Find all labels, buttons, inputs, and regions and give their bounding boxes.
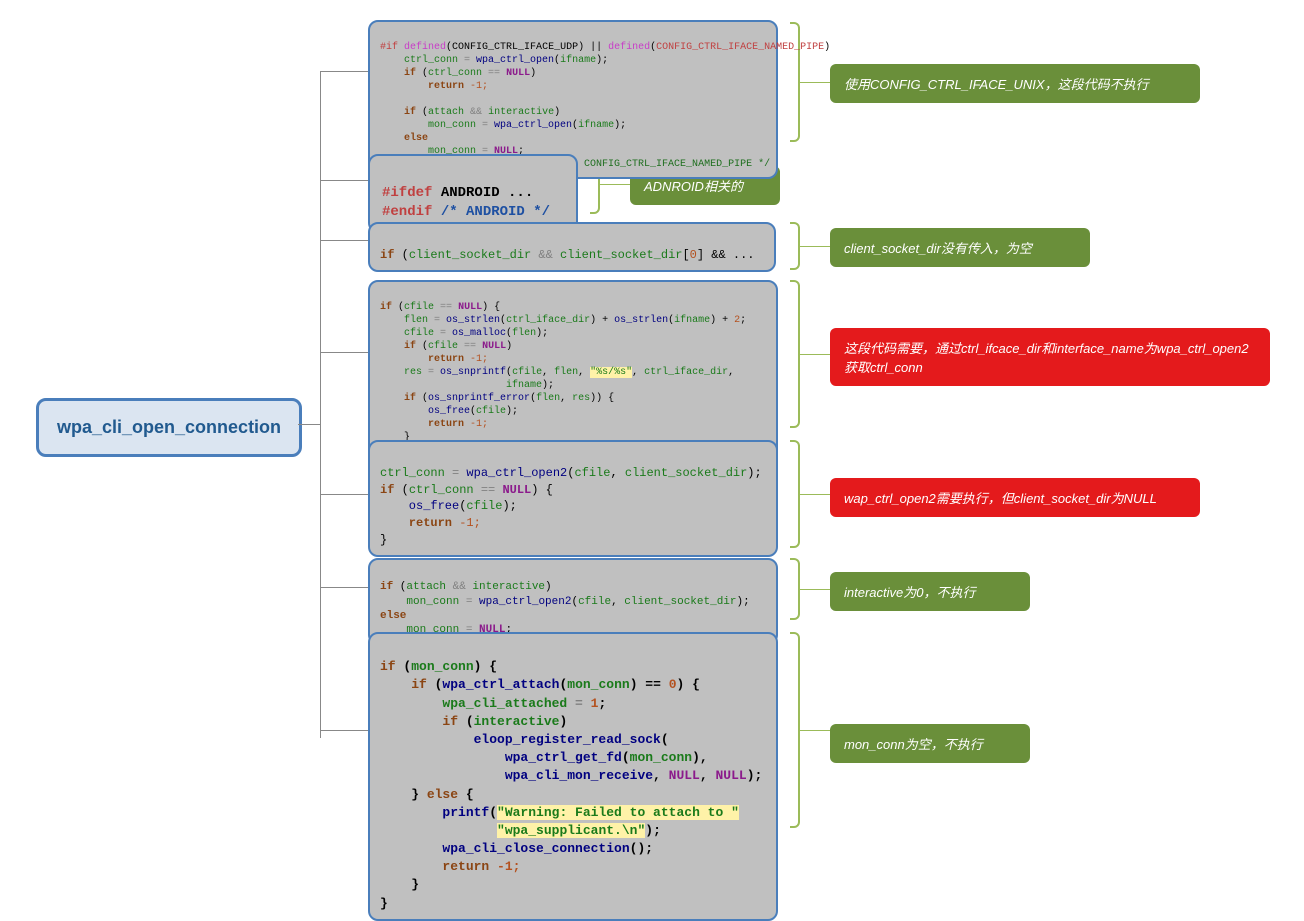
code-box-7: if (mon_conn) { if (wpa_ctrl_attach(mon_… xyxy=(368,632,778,921)
annotation-4: wap_ctrl_open2需要执行，但client_socket_dir为NU… xyxy=(830,478,1200,517)
connector-annot-4 xyxy=(800,494,830,495)
bracket-0 xyxy=(790,22,800,142)
code-box-3: if (client_socket_dir && client_socket_d… xyxy=(368,222,776,272)
bracket-5 xyxy=(790,558,800,620)
connector-trunk xyxy=(320,72,321,738)
connector-annot-3 xyxy=(800,354,830,355)
bracket-2 xyxy=(790,222,800,270)
connector-root xyxy=(298,424,320,425)
bracket-3 xyxy=(790,280,800,428)
connector-annot-1 xyxy=(600,184,630,185)
connector-branch-2 xyxy=(320,240,368,241)
connector-branch-4 xyxy=(320,494,368,495)
connector-branch-1 xyxy=(320,180,368,181)
bracket-6 xyxy=(790,632,800,828)
annotation-0: 使用CONFIG_CTRL_IFACE_UNIX，这段代码不执行 xyxy=(830,64,1200,103)
annotation-6: mon_conn为空，不执行 xyxy=(830,724,1030,763)
annotation-2: client_socket_dir没有传入，为空 xyxy=(830,228,1090,267)
root-label: wpa_cli_open_connection xyxy=(57,417,281,437)
connector-branch-0 xyxy=(320,71,368,72)
connector-branch-5 xyxy=(320,587,368,588)
annotation-5: interactive为0，不执行 xyxy=(830,572,1030,611)
connector-branch-3 xyxy=(320,352,368,353)
connector-annot-2 xyxy=(800,246,830,247)
connector-annot-0 xyxy=(800,82,830,83)
annotation-3: 这段代码需要，通过ctrl_ifcace_dir和interface_name为… xyxy=(830,328,1270,386)
code-box-2: #ifdef ANDROID ... #endif /* ANDROID */ xyxy=(368,154,578,233)
root-node: wpa_cli_open_connection xyxy=(36,398,302,457)
connector-annot-5 xyxy=(800,589,830,590)
connector-branch-6 xyxy=(320,730,368,731)
code-box-5: ctrl_conn = wpa_ctrl_open2(cfile, client… xyxy=(368,440,778,557)
bracket-4 xyxy=(790,440,800,548)
connector-annot-6 xyxy=(800,730,830,731)
code-box-4: if (cfile == NULL) { flen = os_strlen(ct… xyxy=(368,280,778,465)
